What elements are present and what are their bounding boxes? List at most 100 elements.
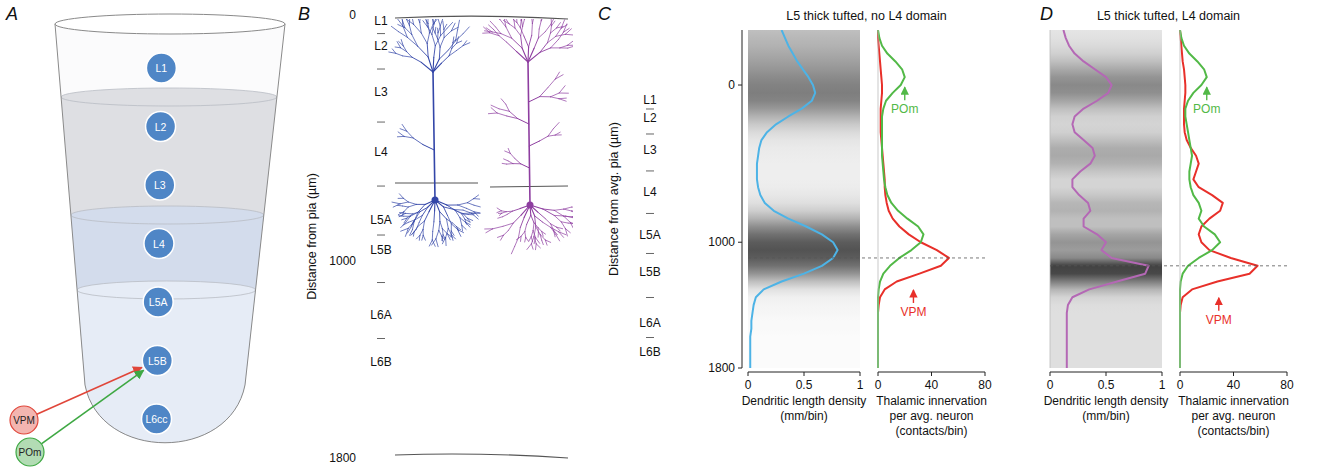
layer-label: L6B xyxy=(639,345,660,359)
dendrite xyxy=(398,212,404,215)
dendrite xyxy=(454,210,462,214)
dendrite xyxy=(463,210,472,213)
dendrite xyxy=(402,218,407,220)
dendrite xyxy=(474,212,478,216)
axis-title-line: (contacts/bin) xyxy=(895,424,967,438)
dendrite xyxy=(452,235,453,241)
tick-label: 0.5 xyxy=(1098,378,1115,392)
dendrite xyxy=(458,20,460,30)
dendrite xyxy=(551,28,557,33)
axis-title: Dendritic length density(mm/bin) xyxy=(1044,394,1169,423)
dendrite xyxy=(468,214,474,215)
dendrite xyxy=(440,38,444,48)
dendrite xyxy=(512,209,520,212)
dendrite xyxy=(535,244,537,250)
dendrite xyxy=(527,215,531,224)
dendrite xyxy=(467,203,474,206)
dendrite xyxy=(542,232,544,237)
dendrite xyxy=(485,228,493,229)
tick-label: 1800 xyxy=(708,361,735,375)
dendrite xyxy=(524,36,529,47)
layer-divider xyxy=(377,69,385,70)
dendrite xyxy=(463,43,470,46)
dendrite xyxy=(506,27,512,38)
dendrite xyxy=(432,232,433,240)
dendrite xyxy=(404,207,408,212)
dendrite xyxy=(540,234,542,240)
dendrite xyxy=(393,204,400,207)
dendrite xyxy=(409,25,411,34)
dendrite xyxy=(561,222,565,229)
dendrite xyxy=(506,104,510,111)
dendrite xyxy=(543,209,554,215)
tick-label: 0 xyxy=(1177,378,1184,392)
dendrite xyxy=(509,24,515,28)
dendrite xyxy=(483,32,490,33)
layer-label: L6B xyxy=(370,355,391,369)
dendrite xyxy=(434,19,437,24)
dendrite xyxy=(513,215,521,223)
layer-label: L5A xyxy=(149,296,168,308)
depth-range xyxy=(1180,30,1181,368)
dendrite xyxy=(410,212,418,216)
dendrite xyxy=(566,216,573,218)
dendrite xyxy=(437,33,438,39)
layer-label: L3 xyxy=(643,143,657,157)
dendrite xyxy=(433,59,439,72)
dendrite xyxy=(518,228,520,238)
dendrite xyxy=(497,113,507,116)
dendrite xyxy=(559,99,566,102)
dendrite xyxy=(541,19,544,21)
layer-divider xyxy=(377,338,385,339)
dendrite xyxy=(439,222,440,231)
dendrite xyxy=(392,202,400,204)
layer-node xyxy=(144,229,174,259)
dendrite xyxy=(405,213,412,215)
input-node xyxy=(16,438,44,466)
dendrite xyxy=(444,31,451,38)
axis-title-line: (contacts/bin) xyxy=(1197,424,1269,438)
dendrite xyxy=(433,211,435,222)
panel-letter: A xyxy=(5,4,18,24)
layer-label: L5B xyxy=(370,243,391,257)
dendrite xyxy=(467,199,473,203)
dendrite xyxy=(456,34,463,41)
dendrite xyxy=(396,53,403,56)
dendrite xyxy=(392,49,395,53)
dendrite xyxy=(436,230,439,238)
dendrite xyxy=(550,19,554,25)
dendrite xyxy=(531,244,533,249)
dendrite xyxy=(449,51,456,56)
dendrite xyxy=(493,226,503,229)
dendrite xyxy=(421,33,427,43)
dendrite xyxy=(458,205,467,208)
layer-node xyxy=(142,346,172,376)
panel-letter: C xyxy=(598,4,612,24)
dendrite xyxy=(418,204,425,212)
dendrite xyxy=(552,21,555,26)
dendrite xyxy=(551,228,556,235)
dendrite xyxy=(423,145,434,151)
dendrite xyxy=(398,132,404,137)
dendrite xyxy=(420,22,422,33)
dendrite xyxy=(517,23,521,28)
dendrite xyxy=(567,45,573,46)
chart: 00.51Dendritic length density(mm/bin)L5 … xyxy=(1044,9,1240,423)
dendrite xyxy=(510,153,514,158)
layer-divider xyxy=(377,33,385,34)
tick xyxy=(748,372,749,376)
dendrite xyxy=(526,237,529,241)
dendrite xyxy=(514,21,516,28)
dendrite xyxy=(443,29,444,37)
layer-label: L5B xyxy=(148,355,167,367)
dendrite xyxy=(533,223,535,231)
axis-title-line: per avg. neuron xyxy=(889,409,973,423)
dendrite xyxy=(540,48,551,53)
dendrite xyxy=(531,215,534,223)
dendrite xyxy=(534,38,538,48)
layer-label: L1 xyxy=(156,62,168,74)
layer-fill xyxy=(40,215,300,473)
dendrite xyxy=(515,158,521,164)
density-image xyxy=(1050,30,1162,368)
dendrite xyxy=(536,238,540,244)
